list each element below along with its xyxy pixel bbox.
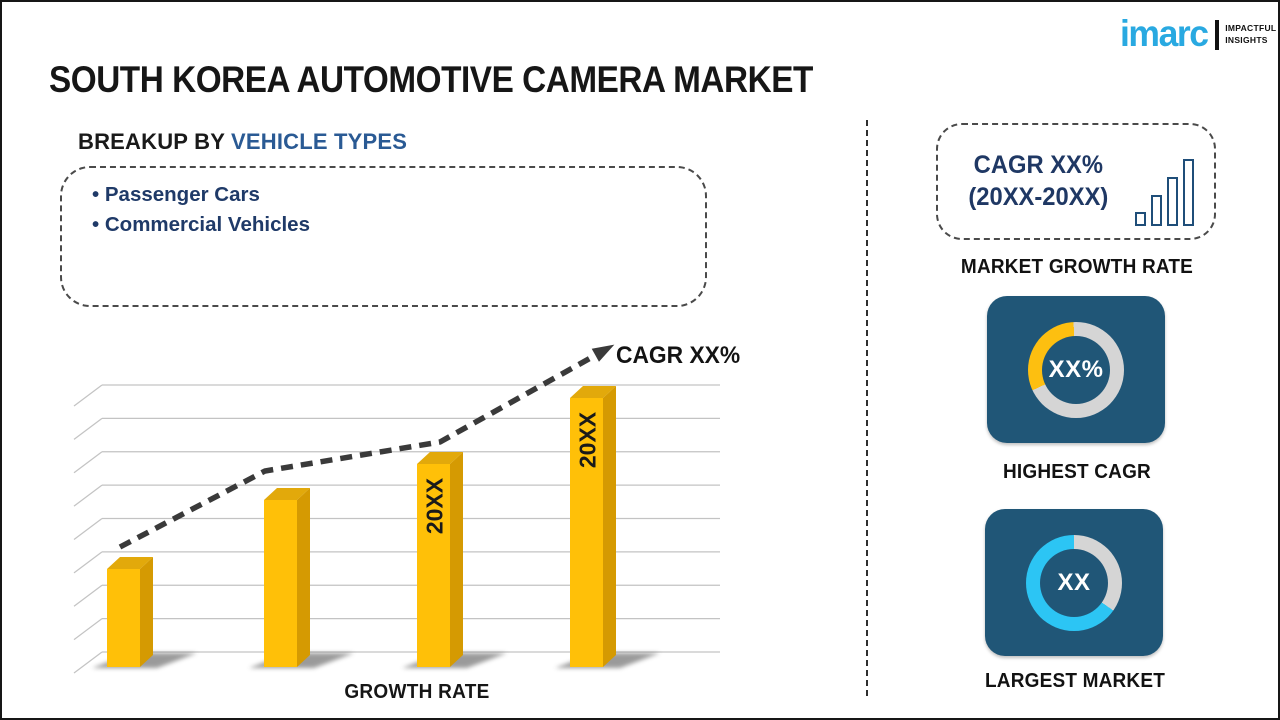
largest-market-donut-icon: XX: [1026, 535, 1122, 631]
vehicle-types-list: Passenger Cars Commercial Vehicles: [62, 180, 705, 240]
highest-cagr-value: XX%: [1042, 336, 1110, 404]
cagr-summary-box: CAGR XX% (20XX-20XX): [936, 123, 1216, 240]
breakup-heading-prefix: BREAKUP BY: [78, 129, 231, 154]
cagr-trend-label: CAGR XX%: [616, 342, 741, 369]
cagr-period-line: (20XX-20XX): [968, 182, 1109, 211]
largest-market-label: LARGEST MARKET: [985, 670, 1165, 692]
highest-cagr-label: HIGHEST CAGR: [1003, 461, 1151, 483]
vehicle-type-item: Passenger Cars: [92, 180, 705, 210]
cagr-summary-text: CAGR XX% (20XX-20XX): [943, 150, 1128, 213]
section-divider: [866, 120, 868, 696]
ascending-bars-icon: [1135, 156, 1194, 226]
breakup-heading-highlight: VEHICLE TYPES: [230, 129, 408, 154]
breakup-box: Passenger Cars Commercial Vehicles: [60, 166, 707, 307]
highest-cagr-donut-icon: XX%: [1028, 322, 1124, 418]
logo-tagline-line2: INSIGHTS: [1225, 34, 1268, 45]
breakup-heading: BREAKUP BY VEHICLE TYPES: [78, 129, 407, 155]
imarc-brand-text: imarc: [1120, 13, 1209, 54]
chart-x-axis-label: GROWTH RATE: [344, 681, 490, 703]
market-growth-rate-label: MARKET GROWTH RATE: [960, 256, 1194, 278]
cagr-value-line: CAGR XX%: [973, 151, 1104, 180]
logo-tagline: IMPACTFUL INSIGHTS: [1225, 23, 1276, 46]
largest-market-value: XX: [1040, 549, 1108, 617]
svg-text:20XX: 20XX: [422, 477, 448, 534]
vehicle-type-item: Commercial Vehicles: [92, 210, 705, 240]
page-title: SOUTH KOREA AUTOMOTIVE CAMERA MARKET: [49, 59, 813, 100]
highest-cagr-tile: XX%: [987, 296, 1165, 443]
largest-market-tile: XX: [985, 509, 1163, 656]
growth-rate-bar-chart: 20XX 20XX: [73, 344, 720, 674]
imarc-logo: imarc IMPACTFUL INSIGHTS: [1120, 15, 1276, 52]
logo-divider-bar: [1215, 19, 1220, 50]
svg-text:20XX: 20XX: [575, 411, 601, 468]
logo-tagline-line1: IMPACTFUL: [1225, 23, 1277, 34]
